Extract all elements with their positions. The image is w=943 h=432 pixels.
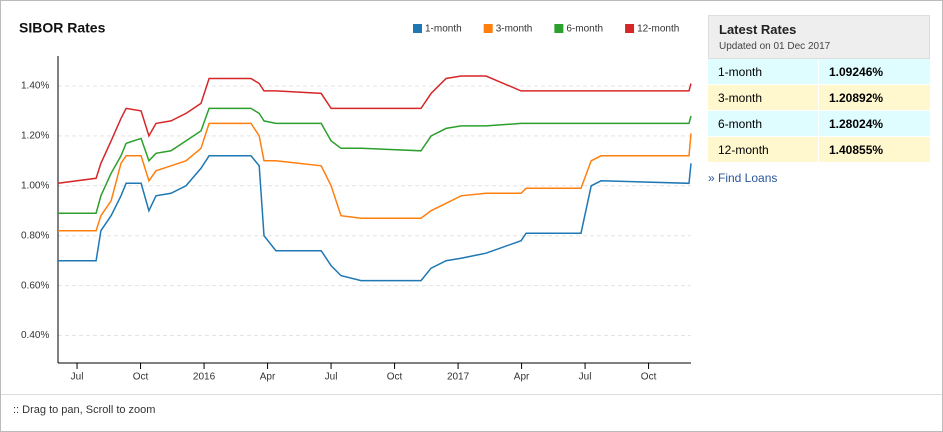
x-tick-label: Jul	[579, 372, 592, 383]
rate-value: 1.20892%	[829, 90, 884, 105]
rate-tenor: 12-month	[708, 137, 819, 162]
rate-row: 1-month 1.09246%	[708, 59, 930, 85]
chart-title: SIBOR Rates	[19, 20, 106, 36]
rate-row: 6-month 1.28024%	[708, 111, 930, 137]
rate-value: 1.28024%	[829, 116, 884, 131]
rate-value: 1.40855%	[829, 142, 884, 157]
y-tick-label: 0.40%	[21, 330, 49, 341]
find-loans-link[interactable]: » Find Loans	[708, 171, 778, 185]
x-tick-label: Oct	[387, 372, 403, 383]
x-tick-label: Apr	[260, 372, 276, 383]
legend-label: 3-month	[496, 24, 533, 35]
legend-swatch	[483, 24, 493, 33]
x-tick-label: Jul	[325, 372, 338, 383]
line	[58, 122, 692, 232]
chart: SIBOR Rates 0.40% 0.60% 0.80% 1.00% 1.20% 1.4…	[19, 20, 692, 383]
y-tick-label: 0.60%	[21, 280, 49, 291]
panel-header: Latest Rates Updated on 01 Dec 2017	[708, 15, 930, 59]
rate-tenor: 1-month	[708, 59, 819, 84]
rate-value: 1.09246%	[829, 64, 884, 79]
latest-rates-panel: Latest Rates Updated on 01 Dec 2017 1-mo…	[708, 15, 930, 185]
legend-swatch	[554, 24, 564, 33]
rates-table: 1-month 1.09246% 3-month 1.20892% 6-month 1.2…	[708, 59, 930, 163]
x-tick-label: Jul	[71, 372, 84, 383]
y-tick-label: 1.40%	[21, 81, 49, 92]
rate-row: 12-month 1.40855%	[708, 137, 930, 163]
rate-tenor: 3-month	[708, 85, 819, 110]
x-tick-label: 2017	[447, 372, 470, 383]
legend-label: 6-month	[566, 24, 603, 35]
zoom-hint: :: Drag to pan, Scroll to zoom	[1, 394, 942, 416]
rate-row: 3-month 1.20892%	[708, 85, 930, 111]
line	[58, 155, 692, 282]
legend-swatch	[413, 24, 422, 33]
y-tick-label: 0.80%	[21, 230, 49, 241]
rate-tenor: 6-month	[708, 111, 819, 136]
legend-label: 1-month	[425, 24, 462, 35]
y-tick-label: 1.00%	[21, 180, 49, 191]
line	[58, 107, 692, 214]
panel-updated: Updated on 01 Dec 2017	[719, 41, 831, 52]
x-tick-label: Oct	[133, 372, 149, 383]
x-tick-label: Oct	[641, 372, 657, 383]
legend-swatch	[625, 24, 635, 33]
legend-label: 12-month	[637, 24, 679, 35]
panel-title: Latest Rates	[719, 22, 797, 37]
y-tick-label: 1.20%	[21, 131, 49, 142]
x-tick-label: Apr	[514, 372, 530, 383]
x-tick-label: 2016	[193, 372, 216, 383]
line	[57, 75, 692, 185]
